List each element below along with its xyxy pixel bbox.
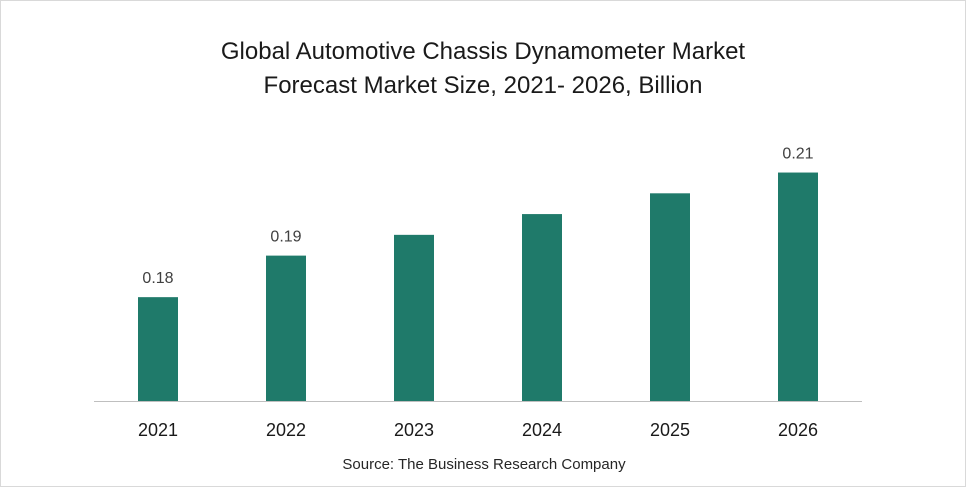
- bar-2024: [522, 214, 562, 401]
- chart-title: Global Automotive Chassis Dynamometer Ma…: [1, 35, 965, 103]
- x-tick-label-2021: 2021: [138, 420, 178, 440]
- x-tick-label-2026: 2026: [778, 420, 818, 440]
- x-tick-label-2024: 2024: [522, 420, 562, 440]
- x-tick-label-2023: 2023: [394, 420, 434, 440]
- data-label-2022: 0.19: [270, 229, 301, 246]
- bar-2022: [266, 255, 306, 401]
- chart-title-line-2: Forecast Market Size, 2021- 2026, Billio…: [263, 72, 703, 99]
- bar-2021: [138, 297, 178, 401]
- data-label-2026: 0.21: [782, 146, 813, 163]
- data-label-2021: 0.18: [142, 270, 173, 287]
- chart-title-line-1: Global Automotive Chassis Dynamometer Ma…: [220, 38, 746, 65]
- bar-2023: [394, 234, 434, 401]
- x-tick-label-2022: 2022: [266, 420, 306, 440]
- bar-2026: [778, 172, 818, 401]
- source-note: Source: The Business Research Company: [342, 456, 626, 473]
- x-tick-label-2025: 2025: [650, 420, 690, 440]
- bar-2025: [650, 193, 690, 401]
